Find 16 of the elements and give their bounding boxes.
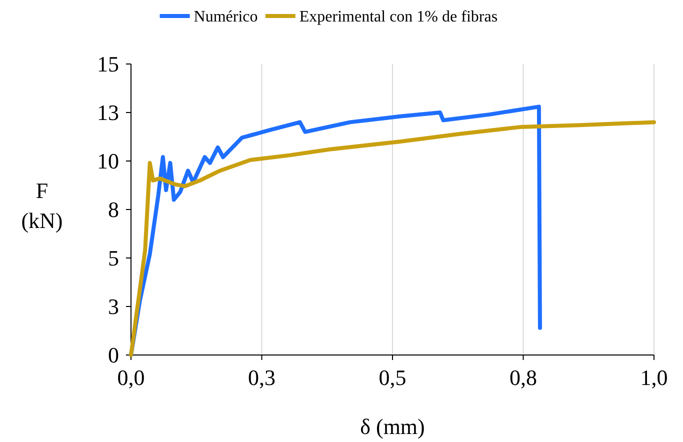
x-tick-label: 0,0 bbox=[117, 365, 145, 390]
y-tick-label: 10 bbox=[97, 148, 119, 174]
y-tick-label: 13 bbox=[97, 100, 119, 126]
y-axis-title: F (kN) bbox=[21, 178, 63, 233]
x-tick-label: 0,5 bbox=[378, 365, 406, 390]
x-axis-title: δ (mm) bbox=[360, 414, 425, 439]
y-tick-label: 15 bbox=[97, 52, 119, 77]
legend-label: Numérico bbox=[194, 8, 258, 26]
x-tick-label: 0,8 bbox=[510, 365, 537, 390]
legend-label: Experimental con 1% de fibras bbox=[299, 8, 498, 26]
y-tick-label: 3 bbox=[108, 294, 119, 320]
y-tick-label: 8 bbox=[108, 197, 119, 222]
y-tick-label: 0 bbox=[108, 342, 119, 368]
x-tick-label: 1,0 bbox=[640, 365, 668, 390]
y-tick-label: 5 bbox=[108, 246, 119, 271]
x-tick-label: 0,3 bbox=[248, 365, 276, 390]
